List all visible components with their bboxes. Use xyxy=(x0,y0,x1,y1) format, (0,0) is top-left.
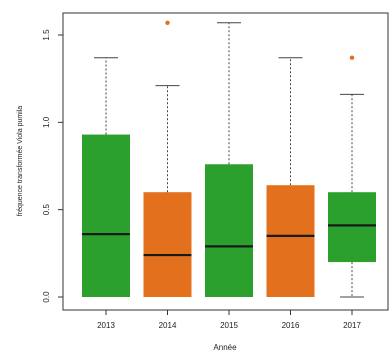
box-body xyxy=(82,134,130,297)
boxes-group xyxy=(82,20,376,298)
outlier-point xyxy=(165,20,170,25)
box-2017 xyxy=(328,55,376,298)
y-tick-label: 1.0 xyxy=(42,116,51,128)
y-tick-label: 1.5 xyxy=(42,29,51,41)
box-2014 xyxy=(143,20,192,297)
x-tick-label: 2016 xyxy=(282,321,300,330)
x-axis-label: Année xyxy=(213,343,237,352)
box-body xyxy=(328,192,376,263)
box-2016 xyxy=(266,57,315,297)
outlier-point xyxy=(349,55,355,60)
box-body xyxy=(143,192,192,297)
y-axis: 0.0 0.5 1.0 1.5 xyxy=(42,29,63,303)
x-tick-label: 2017 xyxy=(343,321,361,330)
x-axis: 2013 2014 2015 2016 2017 xyxy=(97,310,361,330)
box-2013 xyxy=(82,57,130,297)
box-2015 xyxy=(205,22,253,297)
x-tick-label: 2015 xyxy=(220,321,238,330)
plot-frame xyxy=(62,12,389,311)
y-axis-label: fréquence transformée Viola pumila xyxy=(17,106,24,216)
y-tick-label: 0.0 xyxy=(42,291,51,303)
y-tick-label: 0.5 xyxy=(42,204,51,216)
box-body xyxy=(266,185,315,297)
x-tick-label: 2014 xyxy=(159,321,177,330)
box-body xyxy=(205,164,253,297)
x-tick-label: 2013 xyxy=(97,321,115,330)
